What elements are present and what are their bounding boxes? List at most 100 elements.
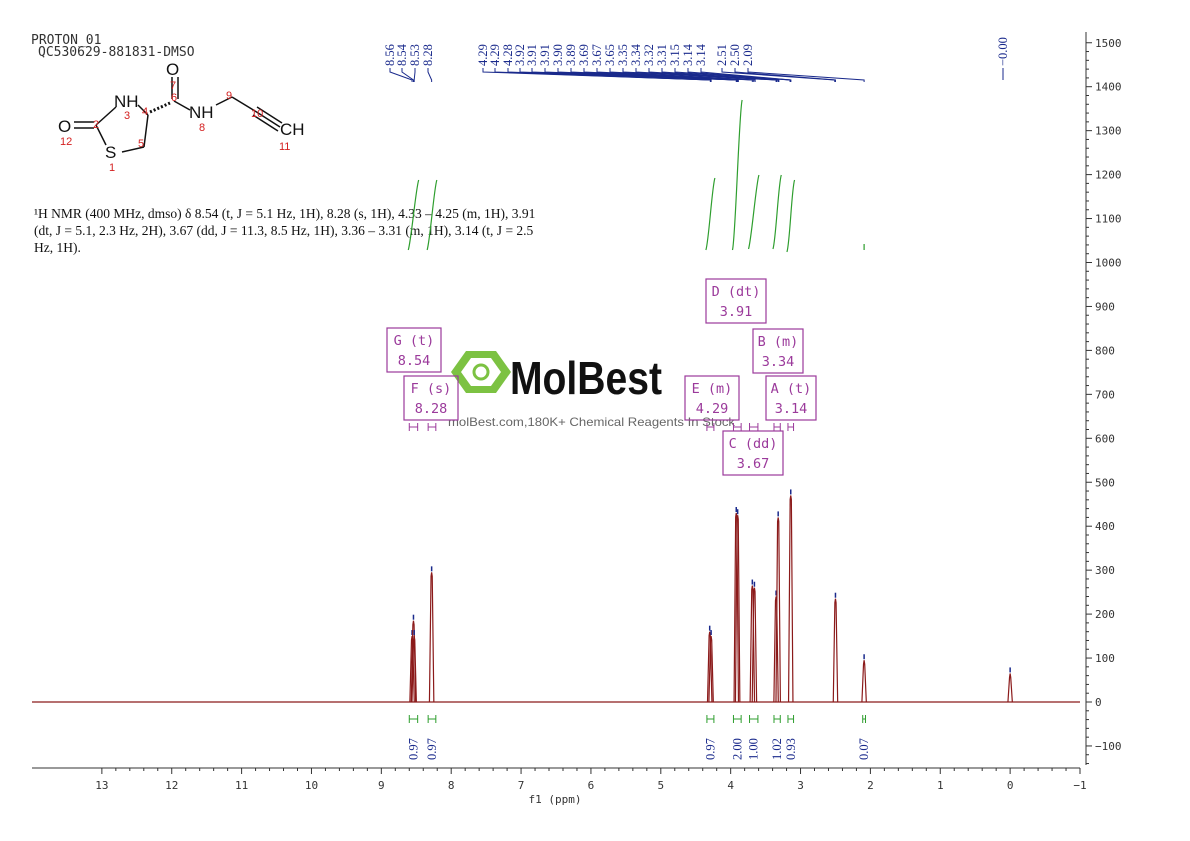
atom-number-9: 9 bbox=[226, 90, 232, 102]
multiplet-type: B (m) bbox=[758, 334, 799, 350]
atom-number-8: 8 bbox=[199, 122, 205, 134]
multiplet-shift: 8.28 bbox=[415, 401, 448, 417]
peak-label: 2.51 bbox=[715, 44, 729, 66]
peak-label-leader bbox=[734, 68, 836, 82]
multiplet-box bbox=[705, 278, 767, 324]
spectrum-peak bbox=[1007, 673, 1013, 703]
atom-number-1: 1 bbox=[109, 162, 115, 174]
multiplet-range bbox=[787, 423, 795, 431]
peak-label: −0.00 bbox=[996, 37, 1010, 66]
x-tick-label: 12 bbox=[165, 779, 178, 792]
peak-label: 4.29 bbox=[476, 44, 490, 66]
peak-label: 3.14 bbox=[694, 43, 708, 66]
watermark-brand: MolBest bbox=[510, 352, 662, 404]
integral-value: 0.97 bbox=[703, 738, 717, 760]
integral-value: 0.07 bbox=[857, 738, 871, 760]
atom-number-2: 2 bbox=[93, 119, 99, 131]
peak-label: 8.54 bbox=[395, 43, 409, 66]
peak-label: 8.28 bbox=[421, 44, 435, 66]
integral-curve bbox=[747, 174, 760, 250]
atom-s1: S bbox=[105, 143, 116, 162]
peak-label-leader bbox=[413, 68, 416, 82]
spectrum-peak bbox=[773, 596, 779, 703]
multiplet-type: A (t) bbox=[771, 381, 812, 397]
x-tick-label: 10 bbox=[305, 779, 318, 792]
peak-label-leader bbox=[609, 68, 756, 82]
multiplet-range bbox=[773, 423, 781, 431]
peak-label: 3.34 bbox=[629, 43, 643, 66]
atom-number-6: 6 bbox=[171, 92, 177, 104]
integral-value: 1.00 bbox=[747, 738, 761, 760]
peak-label: 3.67 bbox=[590, 44, 604, 66]
atom-number-3: 3 bbox=[124, 110, 130, 122]
spectrum-peak bbox=[428, 572, 435, 703]
integral-curve bbox=[705, 177, 716, 251]
integral-curve bbox=[407, 179, 420, 251]
nmr-description-line-2: (dt, J = 5.1, 2.3 Hz, 2H), 3.67 (dd, J =… bbox=[34, 223, 534, 238]
peak-label: 4.28 bbox=[501, 44, 515, 66]
experiment-name: PROTON_01 bbox=[31, 33, 102, 48]
x-tick-label: −1 bbox=[1073, 779, 1086, 792]
atom-o7: O bbox=[166, 60, 179, 79]
spectrum-peak bbox=[832, 598, 839, 703]
y-tick-label: 1500 bbox=[1095, 37, 1122, 50]
x-tick-label: 11 bbox=[235, 779, 248, 792]
multiplet-range bbox=[427, 423, 437, 431]
integral-bracket bbox=[787, 715, 795, 723]
integral-bracket bbox=[773, 715, 781, 723]
peak-label: 3.14 bbox=[681, 43, 695, 66]
spectrum-peak bbox=[787, 495, 794, 703]
peak-label: 3.92 bbox=[513, 44, 527, 66]
peak-label: 8.53 bbox=[408, 44, 422, 66]
spectrum-peak bbox=[751, 587, 758, 703]
multiplet-shift: 4.29 bbox=[696, 401, 729, 417]
peak-label: 3.91 bbox=[525, 44, 539, 66]
multiplet-box bbox=[765, 375, 817, 421]
x-tick-label: 1 bbox=[937, 779, 944, 792]
y-tick-label: 1000 bbox=[1095, 257, 1122, 270]
multiplet-box bbox=[722, 430, 784, 476]
peak-label: 3.32 bbox=[642, 44, 656, 66]
atom-number-11: 11 bbox=[279, 141, 290, 153]
multiplet-shift: 3.34 bbox=[762, 354, 795, 370]
spectrum-peak bbox=[733, 512, 740, 703]
integral-value: 0.93 bbox=[784, 738, 798, 760]
x-tick-label: 6 bbox=[588, 779, 595, 792]
y-tick-label: 200 bbox=[1095, 608, 1115, 621]
integral-value: 2.00 bbox=[730, 738, 744, 760]
spectrum-peak bbox=[734, 515, 741, 703]
peak-label-leader bbox=[570, 68, 739, 82]
peak-label-leader bbox=[721, 68, 836, 82]
integral-bracket bbox=[749, 715, 759, 723]
molbest-logo-icon bbox=[451, 351, 511, 393]
peak-label: 3.65 bbox=[603, 44, 617, 66]
multiplet-range bbox=[408, 423, 419, 431]
watermark-tagline: molBest.com,180K+ Chemical Reagents In S… bbox=[448, 415, 736, 429]
peak-label: 2.50 bbox=[728, 44, 742, 66]
integral-bracket bbox=[706, 715, 715, 723]
x-tick-label: 5 bbox=[657, 779, 664, 792]
nmr-description: ¹H NMR (400 MHz, dmso) δ 8.54 (t, J = 5.… bbox=[34, 205, 594, 256]
multiplet-type: D (dt) bbox=[712, 284, 761, 300]
spectrum-peak bbox=[706, 631, 713, 703]
multiplet-range bbox=[706, 423, 715, 431]
y-tick-label: 100 bbox=[1095, 652, 1115, 665]
integral-curve bbox=[731, 99, 743, 251]
integral-curve bbox=[772, 174, 782, 250]
peak-label: 3.69 bbox=[577, 44, 591, 66]
multiplet-shift: 8.54 bbox=[398, 353, 431, 369]
y-tick-label: −100 bbox=[1095, 740, 1122, 753]
peak-label: 3.35 bbox=[616, 44, 630, 66]
atom-number-4: 4 bbox=[142, 106, 148, 118]
y-tick-label: 900 bbox=[1095, 300, 1115, 313]
x-tick-label: 2 bbox=[867, 779, 874, 792]
multiplet-type: E (m) bbox=[692, 381, 733, 397]
y-tick-label: 500 bbox=[1095, 476, 1115, 489]
y-tick-label: 300 bbox=[1095, 564, 1115, 577]
spectrum-peak bbox=[775, 517, 781, 703]
atom-number-10: 10 bbox=[251, 108, 263, 120]
multiplet-box bbox=[386, 327, 442, 373]
peak-label-leader bbox=[401, 68, 414, 82]
spectrum-peak bbox=[861, 660, 867, 703]
